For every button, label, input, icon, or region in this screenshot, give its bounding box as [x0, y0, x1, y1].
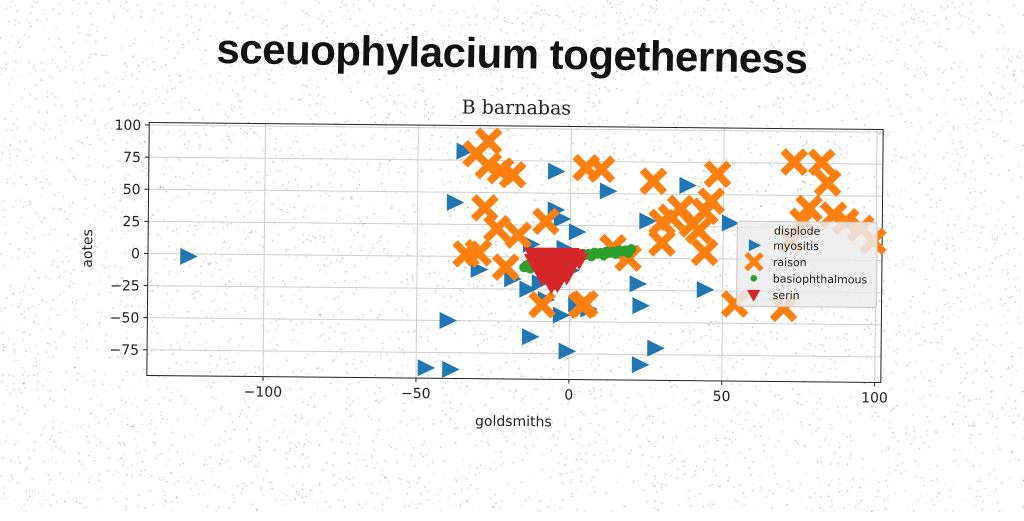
myositis-point [697, 281, 715, 298]
basiophthalmous-point [586, 251, 596, 261]
myositis-point [180, 248, 198, 265]
raison-point [480, 133, 497, 150]
basiophthalmous-point [611, 249, 621, 259]
raison-point [645, 173, 662, 190]
y-tick-label: 0 [131, 246, 140, 262]
x-grid-line [263, 124, 265, 377]
y-grid-line [147, 318, 881, 325]
y-tick-label: −25 [110, 278, 140, 294]
myositis-point [418, 359, 436, 376]
legend-marker-basiophthalmous [750, 275, 757, 282]
raison-point [813, 154, 830, 171]
basiophthalmous-point [599, 250, 609, 260]
raison-point [476, 199, 493, 216]
y-grid-line [149, 157, 883, 164]
y-tick-label: 50 [123, 182, 141, 198]
myositis-point [548, 163, 566, 180]
myositis-point [522, 328, 540, 345]
legend-label-serin: serin [773, 289, 800, 302]
raison-point [819, 174, 836, 191]
myositis-point [632, 297, 650, 314]
raison-point [653, 234, 670, 251]
x-tick-label: 100 [861, 390, 888, 406]
y-tick-label: 75 [123, 150, 141, 166]
myositis-point [679, 177, 697, 194]
myositis-point [442, 361, 460, 378]
y-tick-label: 25 [122, 214, 140, 230]
y-tick-label: −50 [110, 310, 140, 326]
raison-point [593, 161, 610, 178]
legend-label-basiophthalmous: basiophthalmous [773, 272, 868, 286]
chart-title: B barnabas [462, 96, 572, 119]
raison-point [690, 222, 707, 239]
x-tick-label: 0 [564, 387, 573, 403]
raison-point [786, 153, 803, 170]
y-grid-line [147, 350, 881, 357]
raison-point [488, 220, 505, 237]
y-tick-label: 100 [114, 118, 141, 134]
legend-label-raison: raison [773, 256, 807, 269]
basiophthalmous-point [623, 248, 633, 258]
legend-title: displode [774, 224, 821, 237]
x-tick-label: 50 [713, 389, 731, 405]
y-tick-label: −75 [109, 342, 139, 358]
myositis-point [558, 343, 576, 360]
x-tick-label: −50 [401, 386, 431, 402]
x-axis-label: goldsmiths [475, 414, 552, 431]
myositis-point [600, 183, 618, 200]
raison-point [537, 213, 554, 230]
myositis-point [440, 312, 458, 329]
chart-legend: displode myositis raison basiophthalmous se… [737, 221, 878, 307]
x-grid-line [416, 125, 418, 378]
raison-point [510, 227, 527, 244]
legend-label-myositis: myositis [773, 239, 819, 252]
myositis-point [632, 356, 650, 373]
x-tick-label: −100 [244, 384, 283, 400]
y-axis-label: aotes [80, 229, 96, 268]
myositis-point [447, 194, 465, 211]
y-grid-line [149, 189, 883, 196]
